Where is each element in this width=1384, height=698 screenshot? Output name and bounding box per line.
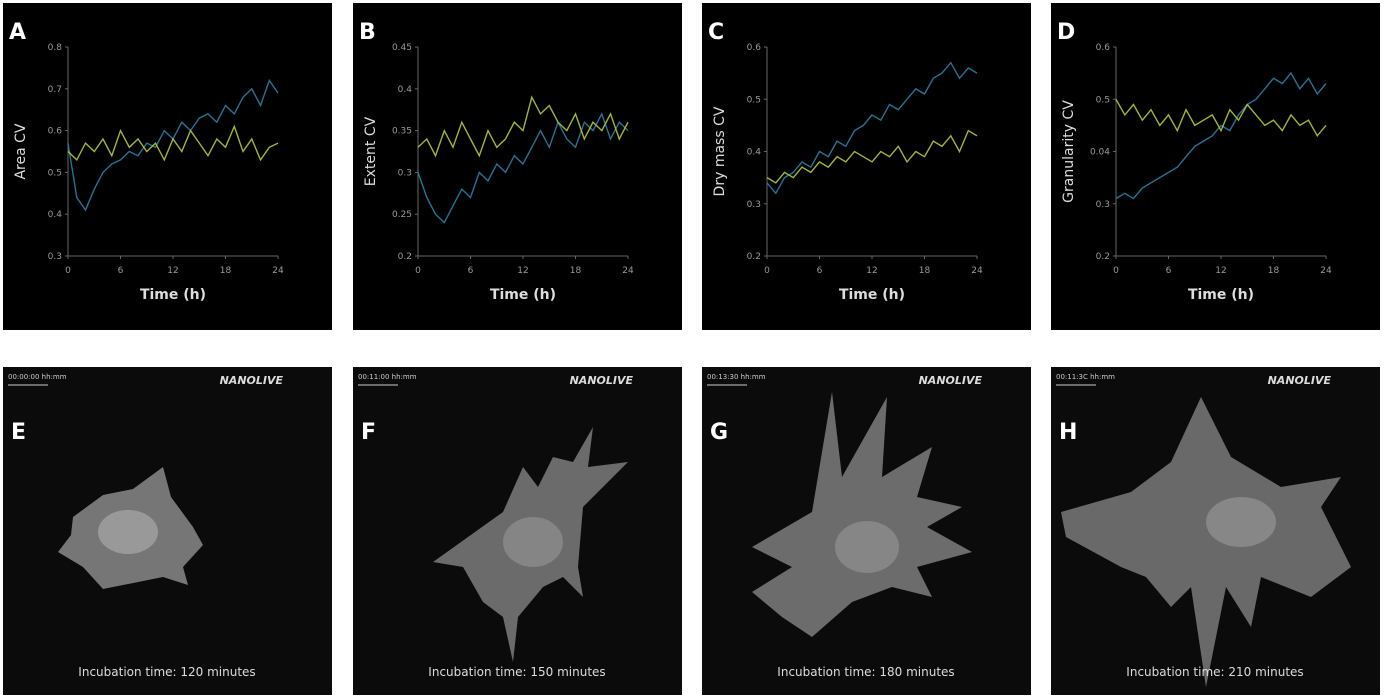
x-tick-label: 6: [118, 266, 124, 276]
panel-letter: C: [708, 20, 724, 45]
x-tick-label: 6: [468, 266, 474, 276]
chart-bg: [353, 3, 682, 330]
x-tick-label: 12: [1215, 266, 1226, 276]
x-axis-label: Time (h): [490, 287, 556, 303]
chart: 0.2 0.3 0.4 0.5 0.6 0 6 12 18 24 C Time (h) Dry mass…: [702, 3, 1031, 330]
y-axis-label: Extent CV: [363, 116, 379, 186]
x-axis-label: Time (h): [839, 287, 905, 303]
x-tick-label: 24: [971, 266, 983, 276]
chart: 0.2 0.3 0.04 0.5 0.6 0 6 12 18 24 D Time (h) Granula…: [1051, 3, 1380, 330]
x-tick-label: 18: [220, 266, 232, 276]
panel-letter: G: [710, 420, 728, 445]
caption: Incubation time: 210 minutes: [1126, 665, 1303, 679]
y-tick-label: 0.3: [48, 252, 62, 262]
y-tick-label: 0.6: [747, 43, 762, 53]
chart: 0.2 0.25 0.3 0.35 0.4 0.45 0 6 12 18 24 B Time (h) Ex…: [353, 3, 682, 330]
y-tick-label: 0.2: [747, 252, 761, 262]
y-tick-label: 0.4: [398, 85, 413, 95]
y-tick-label: 0.3: [398, 168, 412, 178]
y-tick-label: 0.3: [1096, 200, 1110, 210]
series-line: [1115, 98, 1327, 138]
y-tick-label: 0.3: [747, 200, 761, 210]
x-tick-label: 18: [570, 266, 582, 276]
y-tick-label: 0.5: [747, 95, 761, 105]
micrograph: 00:00:00 hh:mm NANOLIVE E Incubation tim…: [3, 367, 332, 695]
nucleus: [835, 521, 899, 573]
y-axis-label: Dry mass CV: [712, 106, 728, 196]
y-axis-label: Area CV: [13, 123, 29, 179]
x-tick-label: 24: [1320, 266, 1332, 276]
logo: NANOLIVE: [1268, 374, 1332, 387]
series-line: [67, 124, 279, 162]
x-tick-label: 24: [272, 266, 284, 276]
y-tick-label: 0.6: [1096, 43, 1111, 53]
timestamp: 00:13:30 hh:mm: [707, 373, 766, 381]
nucleus: [503, 517, 563, 567]
caption: Incubation time: 120 minutes: [78, 665, 255, 679]
y-tick-label: 0.5: [1096, 95, 1110, 105]
y-tick-label: 0.4: [48, 210, 63, 220]
series-line: [766, 61, 978, 195]
chart-bg: [3, 3, 332, 330]
panel-letter: E: [11, 420, 26, 445]
logo: NANOLIVE: [570, 374, 634, 387]
series-line: [417, 95, 629, 158]
panel-letter: D: [1057, 20, 1075, 45]
timestamp: 00:00:00 hh:mm: [8, 373, 67, 381]
y-tick-label: 0.6: [48, 127, 63, 137]
logo: NANOLIVE: [220, 374, 284, 387]
chart-bg: [1051, 3, 1380, 330]
micrograph: 00:13:30 hh:mm NANOLIVE G Incubation tim…: [702, 367, 1031, 695]
caption: Incubation time: 180 minutes: [777, 665, 954, 679]
panel-letter: A: [9, 20, 26, 45]
cell: [1061, 397, 1351, 687]
panel-letter: F: [361, 420, 376, 445]
y-tick-label: 0.45: [392, 43, 412, 53]
y-tick-label: 0.2: [1096, 252, 1110, 262]
x-axis-label: Time (h): [1188, 287, 1254, 303]
chart-bg: [702, 3, 1031, 330]
series-line: [417, 112, 629, 224]
micrograph: 00:11:00 hh:mm NANOLIVE F Incubation tim…: [353, 367, 682, 695]
x-axis-label: Time (h): [140, 287, 206, 303]
caption: Incubation time: 150 minutes: [428, 665, 605, 679]
x-tick-label: 12: [167, 266, 178, 276]
logo: NANOLIVE: [919, 374, 983, 387]
y-tick-label: 0.5: [48, 168, 62, 178]
y-tick-label: 0.04: [1090, 148, 1110, 158]
x-tick-label: 12: [517, 266, 528, 276]
nucleus: [98, 510, 158, 554]
x-tick-label: 0: [1113, 266, 1119, 276]
chart: 0.3 0.4 0.5 0.6 0.7 0.8 0 6 12 18 24 A Time (h) Area …: [3, 3, 332, 330]
x-tick-label: 6: [817, 266, 823, 276]
x-tick-label: 0: [65, 266, 71, 276]
y-axis-label: Granularity CV: [1061, 100, 1077, 203]
y-tick-label: 0.2: [398, 252, 412, 262]
x-tick-label: 24: [622, 266, 634, 276]
nucleus: [1206, 497, 1276, 547]
y-tick-label: 0.4: [747, 148, 762, 158]
micrograph: 00:11:3C hh:mm NANOLIVE H Incubation tim…: [1051, 367, 1380, 695]
panel-letter: B: [359, 20, 376, 45]
x-tick-label: 6: [1166, 266, 1172, 276]
x-tick-label: 18: [919, 266, 931, 276]
timestamp: 00:11:3C hh:mm: [1056, 373, 1115, 381]
x-tick-label: 0: [415, 266, 421, 276]
x-tick-label: 0: [764, 266, 770, 276]
x-tick-label: 12: [866, 266, 877, 276]
timestamp: 00:11:00 hh:mm: [358, 373, 417, 381]
series-line: [766, 129, 978, 184]
cell: [752, 392, 972, 637]
series-line: [1115, 71, 1327, 200]
x-tick-label: 18: [1268, 266, 1280, 276]
y-tick-label: 0.8: [48, 43, 63, 53]
y-tick-label: 0.7: [48, 85, 62, 95]
y-tick-label: 0.35: [392, 127, 412, 137]
panel-letter: H: [1059, 420, 1077, 445]
y-tick-label: 0.25: [392, 210, 412, 220]
